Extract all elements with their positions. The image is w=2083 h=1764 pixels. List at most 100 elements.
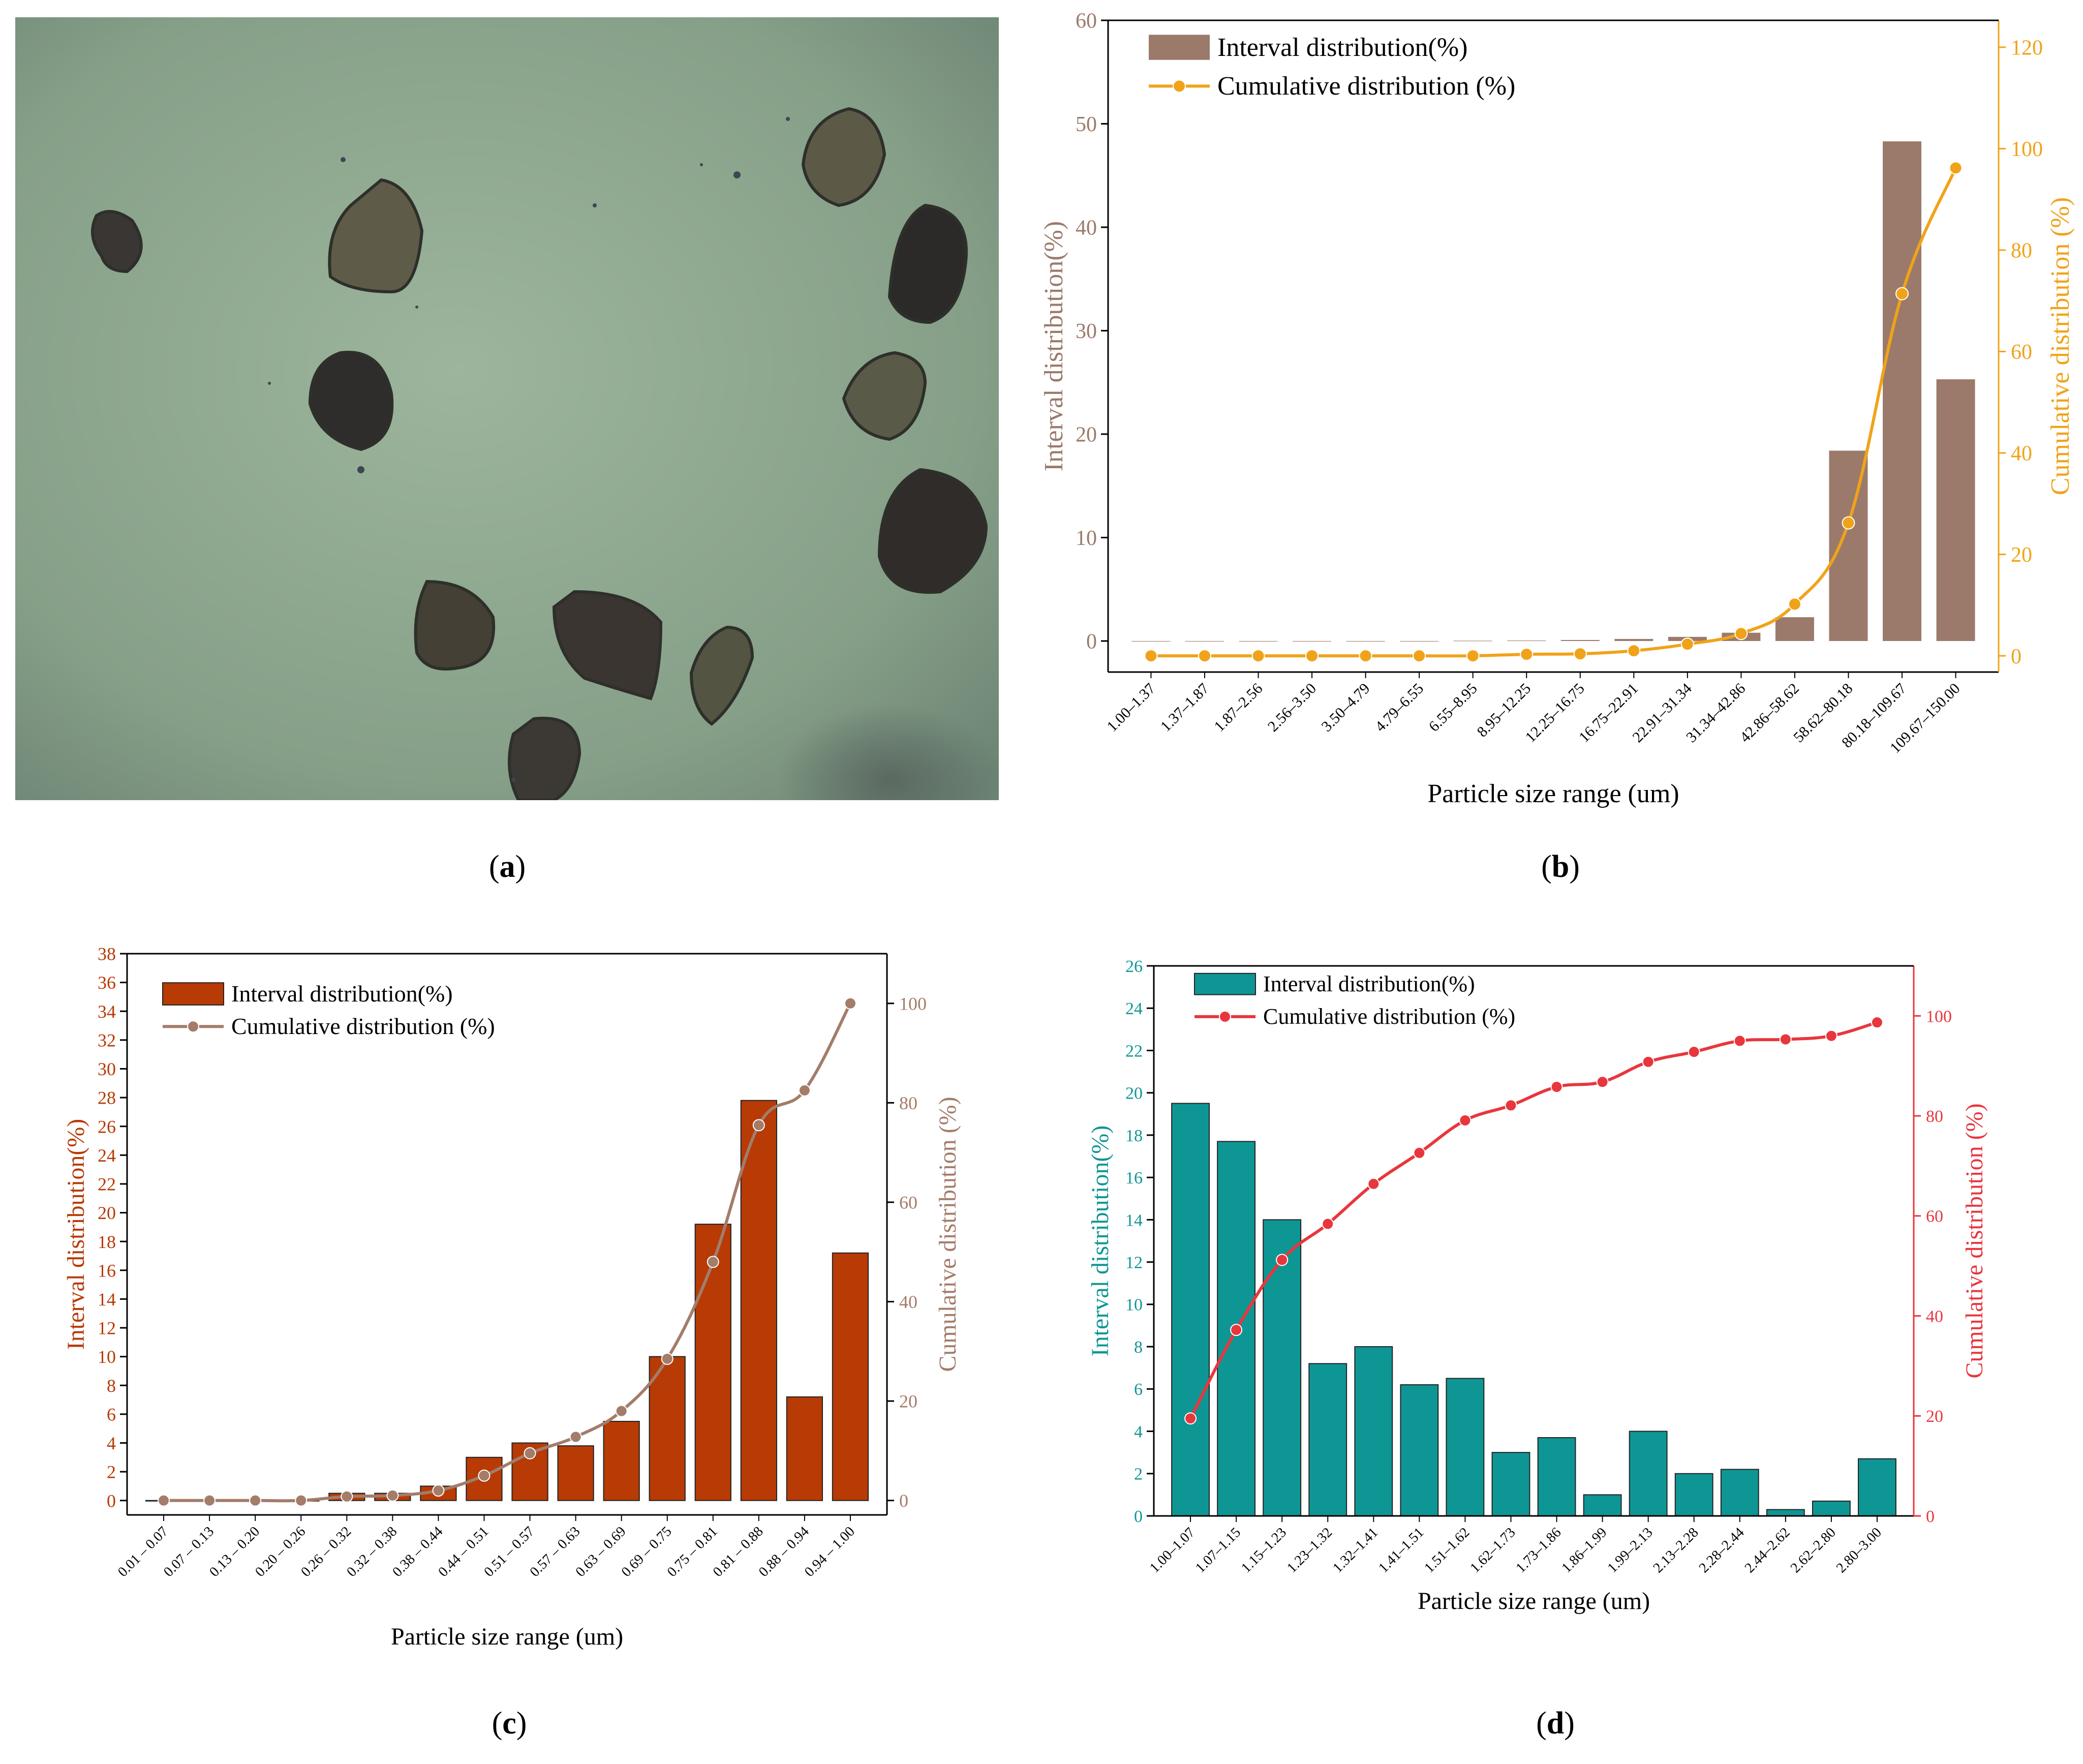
cumulative-point <box>1825 1029 1837 1042</box>
cumulative-point <box>1322 1218 1334 1230</box>
cumulative-point <box>1842 516 1855 530</box>
y-tick-label: 16 <box>1125 1169 1143 1188</box>
cumulative-point <box>752 1119 765 1132</box>
legend-line-marker <box>187 1020 199 1033</box>
x-tick-label: 1.07–1.15 <box>1192 1525 1244 1576</box>
x-axis-label: Particle size range (um) <box>1427 779 1679 808</box>
x-tick-label: 1.62–1.73 <box>1467 1525 1518 1576</box>
y-tick-label: 4 <box>107 1433 116 1453</box>
cumulative-point <box>1596 1076 1609 1088</box>
x-tick-label: 6.55–8.95 <box>1425 680 1480 735</box>
x-tick-label: 0.94 – 1.00 <box>802 1524 858 1580</box>
y-tick-label: 8 <box>107 1376 116 1396</box>
caption-d: (d) <box>1536 1706 1575 1741</box>
y2-tick-label: 60 <box>2011 341 2032 364</box>
bar <box>694 1224 731 1501</box>
caption-c: (c) <box>492 1706 527 1741</box>
cumulative-point <box>1505 1099 1517 1112</box>
x-tick-label: 1.99–2.13 <box>1604 1525 1656 1576</box>
bar <box>1131 641 1171 642</box>
bar <box>1766 1509 1805 1516</box>
x-tick-label: 4.79–6.55 <box>1372 680 1427 735</box>
cumulative-point <box>1251 649 1265 663</box>
y2-axis-label: Cumulative distribution (%) <box>934 1097 961 1372</box>
bar <box>1400 1384 1439 1516</box>
y-tick-label: 26 <box>1125 957 1143 976</box>
cumulative-point <box>1733 1035 1746 1047</box>
x-tick-label: 1.86–1.99 <box>1558 1525 1610 1576</box>
legend-bar-swatch <box>162 982 224 1006</box>
y2-tick-label: 0 <box>1926 1507 1935 1526</box>
y-tick-label: 24 <box>1125 999 1143 1018</box>
bar <box>1308 1363 1347 1516</box>
bar <box>1720 1469 1759 1517</box>
bar <box>1775 617 1814 641</box>
bar <box>740 1100 777 1501</box>
y2-tick-label: 80 <box>899 1093 917 1113</box>
bar <box>1537 1437 1576 1516</box>
y-tick-label: 22 <box>1125 1042 1143 1060</box>
bar <box>1446 1378 1485 1516</box>
y2-tick-label: 0 <box>899 1491 908 1511</box>
legend-line-marker <box>1219 1010 1231 1023</box>
cumulative-point <box>1144 649 1158 663</box>
bar <box>1491 1452 1530 1517</box>
y-tick-label: 38 <box>98 944 116 964</box>
y2-tick-label: 0 <box>2011 645 2021 668</box>
x-tick-label: 1.00–1.07 <box>1147 1525 1198 1576</box>
y-tick-label: 12 <box>1125 1254 1143 1272</box>
bar <box>1171 1103 1210 1516</box>
cumulative-point <box>1198 649 1211 663</box>
bar <box>1354 1346 1393 1516</box>
particle <box>508 716 581 800</box>
y2-tick-label: 100 <box>2011 138 2043 161</box>
cumulative-point <box>1276 1254 1289 1266</box>
y-tick-label: 34 <box>98 1001 116 1022</box>
y-tick-label: 6 <box>107 1404 116 1424</box>
y-tick-label: 30 <box>1076 320 1097 343</box>
cumulative-point <box>1184 1412 1197 1425</box>
micrograph-panel <box>15 17 999 800</box>
cumulative-point <box>1871 1016 1883 1029</box>
legend-bar-label: Interval distribution(%) <box>231 981 453 1007</box>
cumulative-point <box>432 1484 445 1497</box>
cumulative-point <box>1367 1177 1380 1190</box>
bar <box>1400 641 1439 642</box>
y2-tick-label: 20 <box>899 1391 917 1412</box>
particle <box>414 580 496 671</box>
cumulative-point <box>158 1494 170 1507</box>
y-axis-label: Interval distribution(%) <box>63 1119 89 1350</box>
cumulative-point <box>1466 649 1480 663</box>
cumulative-point <box>615 1405 628 1417</box>
cumulative-point <box>661 1352 673 1365</box>
y-tick-label: 14 <box>98 1289 116 1310</box>
cumulative-point <box>1230 1324 1243 1336</box>
y-tick-label: 10 <box>1076 527 1097 550</box>
y2-tick-label: 40 <box>899 1292 917 1312</box>
bar <box>1629 1431 1668 1516</box>
y-tick-label: 14 <box>1125 1211 1143 1230</box>
cumulative-point <box>1949 161 1963 175</box>
chart-c: 0246810121416182022242628303234363802040… <box>63 944 961 1650</box>
particle <box>887 203 968 324</box>
y2-tick-label: 120 <box>2011 37 2043 60</box>
y-axis-label: Interval distribution(%) <box>1087 1126 1114 1357</box>
y-tick-label: 2 <box>107 1462 116 1482</box>
caption-a: (a) <box>488 849 526 884</box>
y-tick-label: 30 <box>98 1059 116 1079</box>
y2-tick-label: 100 <box>899 993 927 1014</box>
specks <box>268 117 790 782</box>
particle <box>328 178 424 294</box>
cumulative-point <box>1788 597 1801 611</box>
cumulative-point <box>1627 644 1641 658</box>
y-tick-label: 4 <box>1134 1422 1143 1441</box>
particle <box>308 351 394 451</box>
bar <box>786 1396 823 1501</box>
x-axis-label: Particle size range (um) <box>391 1623 623 1650</box>
y-tick-label: 10 <box>98 1347 116 1367</box>
x-tick-label: 2.56–3.50 <box>1265 680 1320 735</box>
y-tick-label: 20 <box>1076 423 1097 447</box>
bar <box>1858 1458 1896 1516</box>
x-tick-label: 1.37–1.87 <box>1157 680 1212 735</box>
legend-line-label: Cumulative distribution (%) <box>231 1013 495 1039</box>
